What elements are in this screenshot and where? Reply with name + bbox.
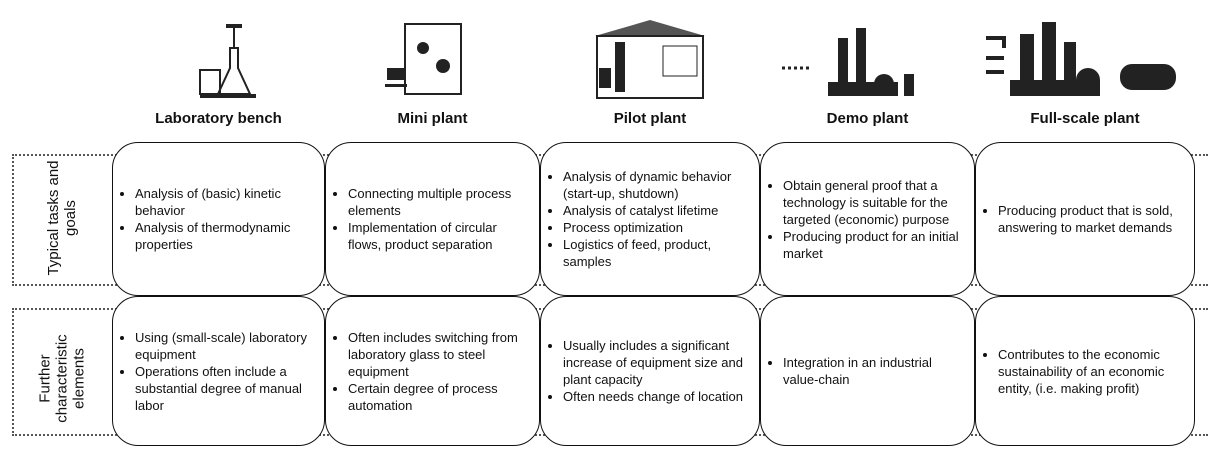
bullet: Obtain general proof that a technology i…	[783, 177, 966, 228]
bullet-list: Connecting multiple process elementsImpl…	[336, 185, 531, 253]
bullet: Analysis of dynamic behavior (start-up, …	[563, 168, 751, 202]
bullet-list: Contributes to the economic sustainabili…	[986, 346, 1186, 397]
bullet: Analysis of (basic) kinetic behavior	[135, 185, 316, 219]
bullet: Implementation of circular flows, produc…	[348, 219, 531, 253]
bullet-list: Using (small-scale) laboratory equipment…	[123, 329, 316, 414]
bullet-list: Often includes switching from laboratory…	[336, 329, 531, 414]
pilot-plant-icon	[595, 20, 705, 99]
bullet-list: Usually includes a significant increase …	[551, 337, 751, 405]
cell: Contributes to the economic sustainabili…	[975, 296, 1195, 446]
bullet: Operations often include a substantial d…	[135, 363, 316, 414]
bullet: Analysis of catalyst lifetime	[563, 202, 751, 219]
column-title: Demo plant	[826, 110, 909, 127]
cell: Usually includes a significant increase …	[540, 296, 760, 446]
bullet: Certain degree of process automation	[348, 380, 531, 414]
bullet-list: Producing product that is sold, answerin…	[986, 202, 1186, 236]
bullet-list: Analysis of (basic) kinetic behaviorAnal…	[123, 185, 316, 253]
bullet: Contributes to the economic sustainabili…	[998, 346, 1186, 397]
full-scale-plant-icon	[986, 22, 1176, 96]
row-label: Typical tasks and goals	[45, 160, 79, 276]
cell: Integration in an industrial value-chain	[760, 296, 975, 446]
bullet: Process optimization	[563, 219, 751, 236]
cell: Obtain general proof that a technology i…	[760, 142, 975, 296]
bullet-list: Obtain general proof that a technology i…	[771, 177, 966, 262]
bullet: Producing product for an initial market	[783, 228, 966, 262]
demo-plant-icon	[782, 28, 914, 96]
cell: Producing product that is sold, answerin…	[975, 142, 1195, 296]
row-label: Further characteristic elements	[36, 334, 88, 423]
bullet: Analysis of thermodynamic properties	[135, 219, 316, 253]
cell: Using (small-scale) laboratory equipment…	[112, 296, 325, 446]
cell: Connecting multiple process elementsImpl…	[325, 142, 540, 296]
column-title: Mini plant	[397, 110, 468, 127]
bullet: Often includes switching from laboratory…	[348, 329, 531, 380]
bullet: Using (small-scale) laboratory equipment	[135, 329, 316, 363]
bullet: Often needs change of location	[563, 388, 751, 405]
bullet-list: Integration in an industrial value-chain	[771, 354, 966, 388]
cell: Often includes switching from laboratory…	[325, 296, 540, 446]
mini-plant-icon	[385, 23, 462, 95]
bullet: Connecting multiple process elements	[348, 185, 531, 219]
bullet-list: Analysis of dynamic behavior (start-up, …	[551, 168, 751, 270]
bullet: Producing product that is sold, answerin…	[998, 202, 1186, 236]
column-title: Laboratory bench	[155, 110, 282, 127]
cell: Analysis of (basic) kinetic behaviorAnal…	[112, 142, 325, 296]
bullet: Logistics of feed, product, samples	[563, 236, 751, 270]
lab-icon	[199, 24, 256, 98]
cell: Analysis of dynamic behavior (start-up, …	[540, 142, 760, 296]
bullet: Usually includes a significant increase …	[563, 337, 751, 388]
bullet: Integration in an industrial value-chain	[783, 354, 966, 388]
column-title: Pilot plant	[613, 110, 687, 127]
column-title: Full-scale plant	[1030, 110, 1140, 127]
